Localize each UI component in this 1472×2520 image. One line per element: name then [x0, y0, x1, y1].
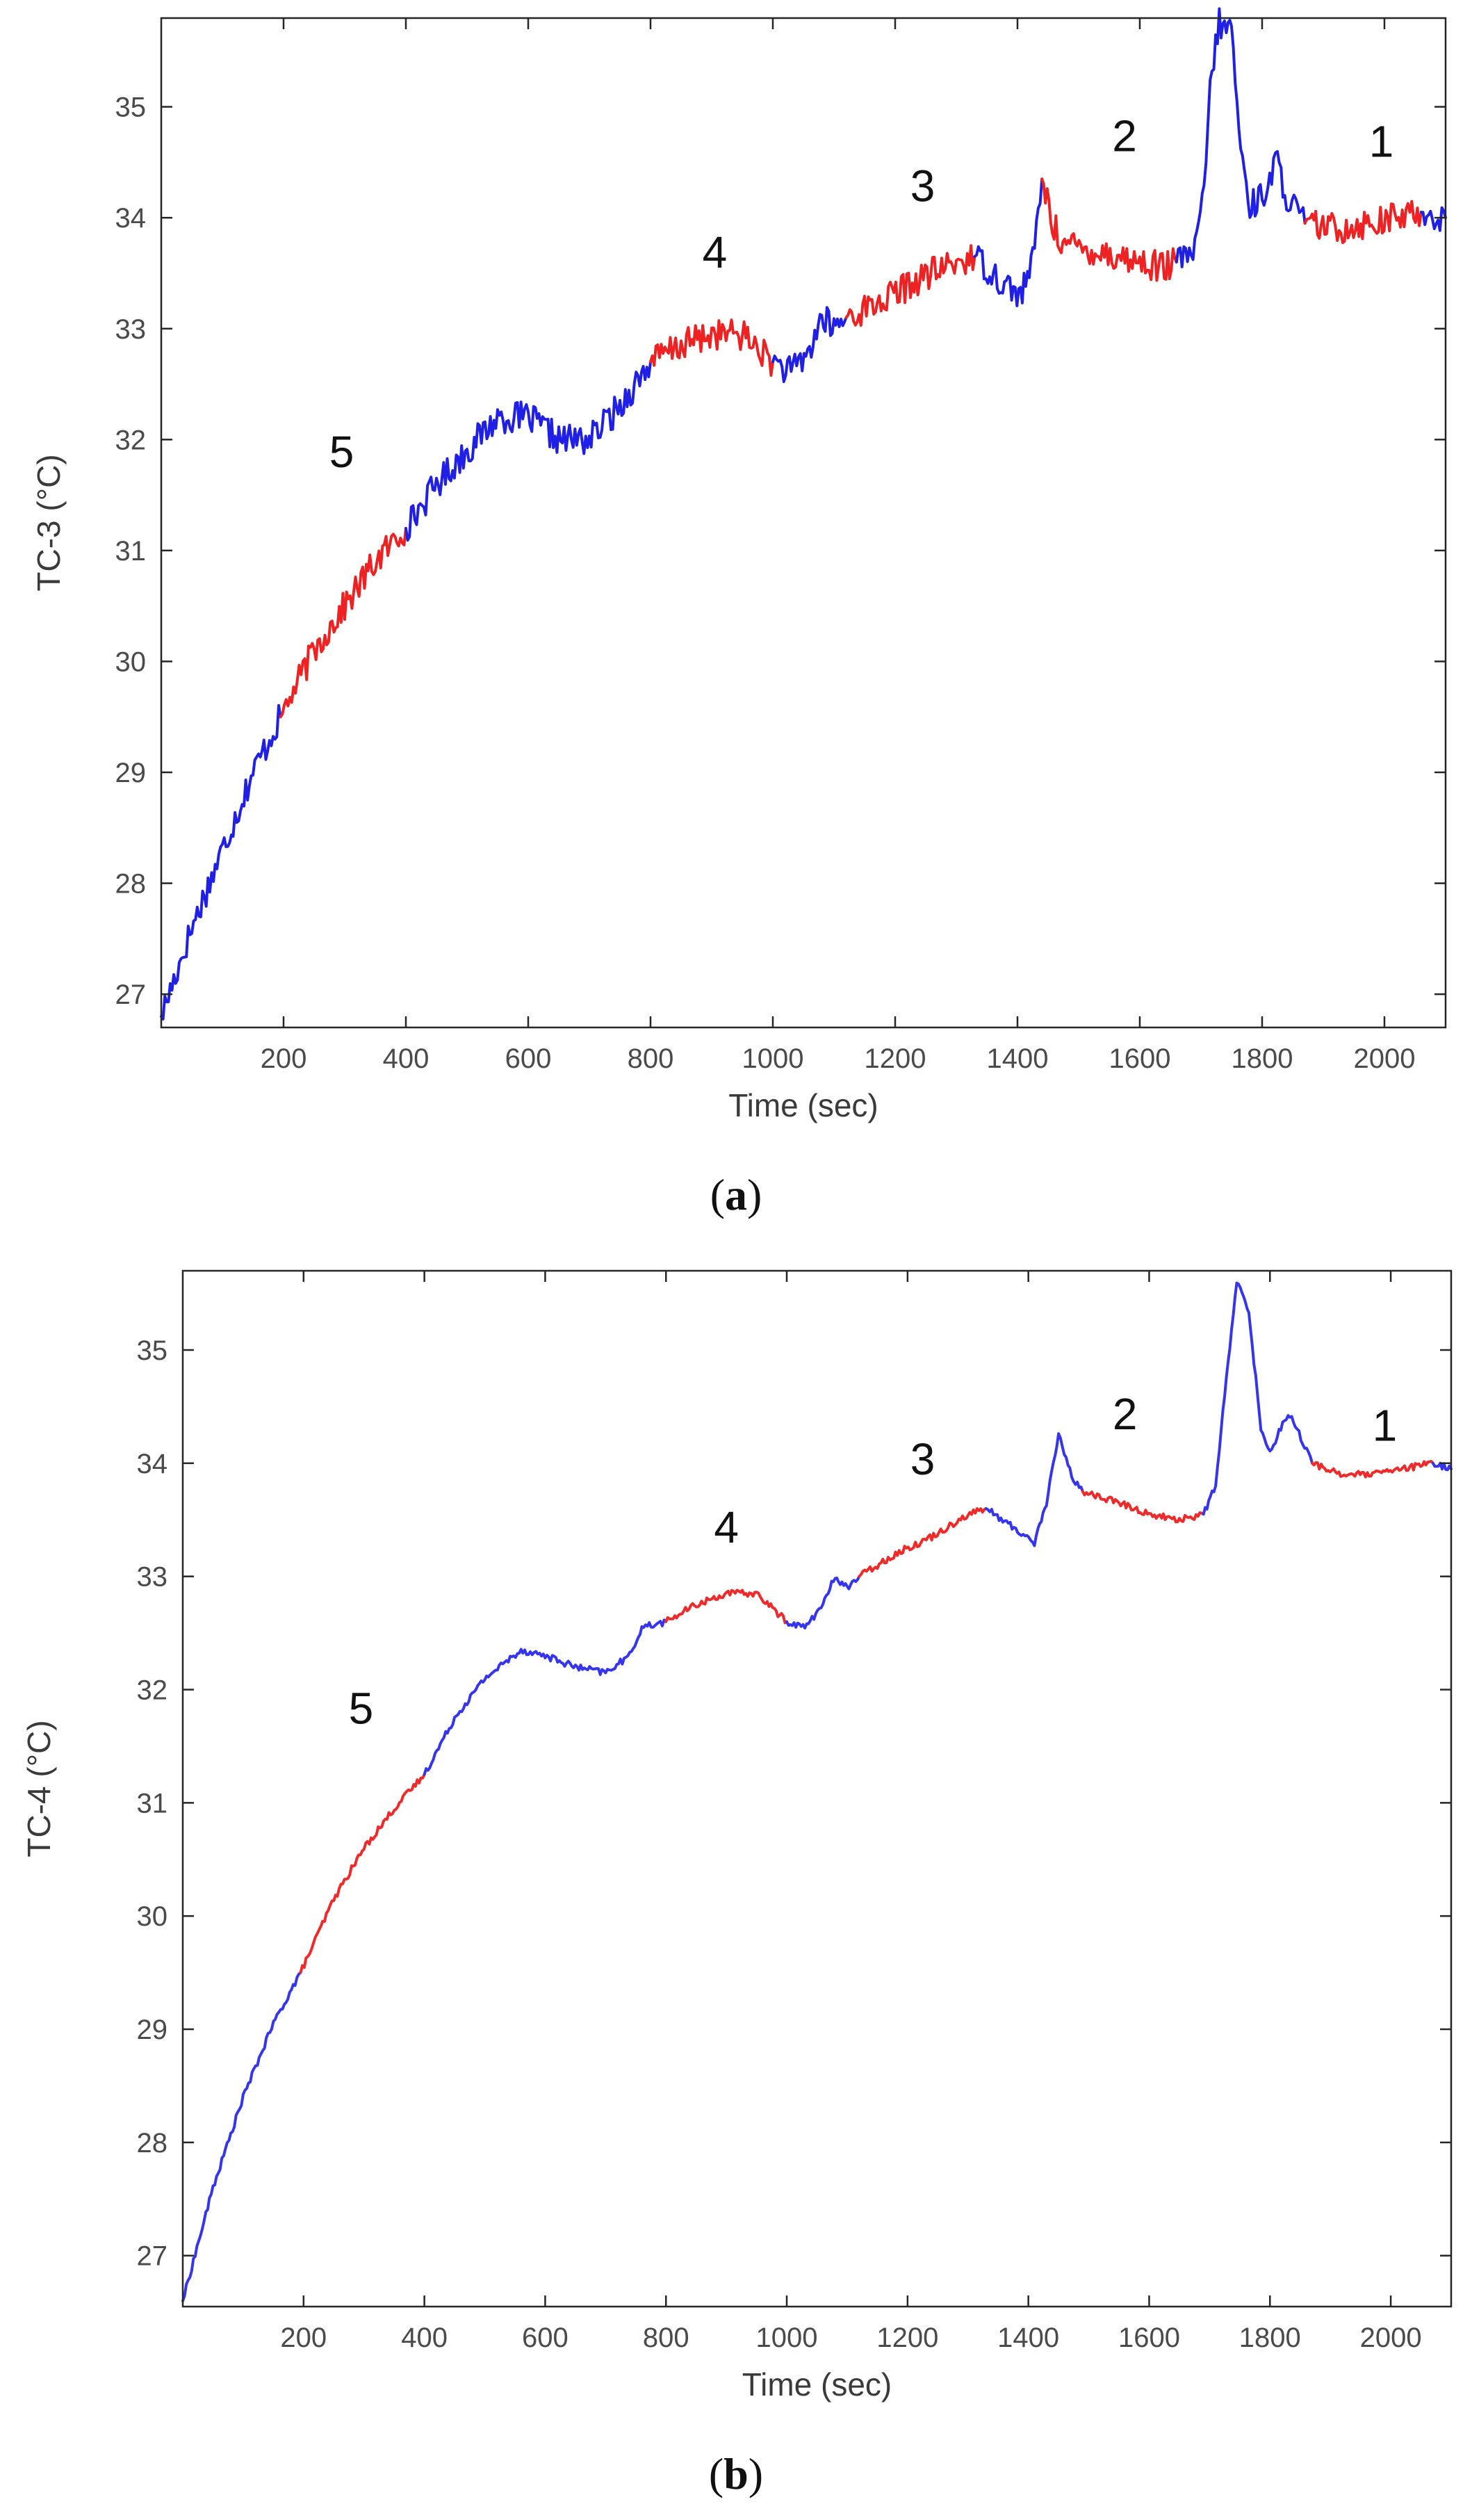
y-tick-label: 31: [137, 1788, 168, 1819]
segment-label: 3: [910, 161, 935, 211]
series-line-blue-1: [160, 704, 282, 1021]
plot-frame: [181, 1269, 1453, 2308]
x-tick-label: 2000: [1354, 1043, 1416, 1074]
y-axis-label: TC-4 (°C): [21, 1720, 57, 1857]
segment-label: 2: [1112, 111, 1137, 161]
x-axis-label: Time (sec): [728, 1087, 878, 1123]
series-line-red-2: [279, 527, 407, 719]
y-tick-label: 32: [115, 425, 147, 455]
series-line-blue-9: [1202, 1281, 1314, 1516]
plot-frame: [160, 17, 1447, 1029]
x-tick-label: 200: [280, 2323, 327, 2353]
y-tick-label: 33: [137, 1562, 168, 1593]
segment-label: 3: [910, 1434, 935, 1484]
series-line-blue-5: [785, 1575, 861, 1629]
x-tick-label: 600: [522, 2323, 569, 2353]
caption-letter: b: [723, 2449, 749, 2498]
y-tick-label: 28: [115, 869, 147, 900]
series-line-red-8: [1040, 177, 1178, 282]
series-line-blue-7: [984, 1432, 1084, 1547]
x-tick-label: 1400: [987, 1043, 1049, 1074]
series-line-blue-11: [1431, 1461, 1453, 1472]
segment-label: 4: [703, 227, 728, 277]
y-tick-label: 33: [115, 314, 147, 345]
y-tick-label: 29: [137, 2015, 168, 2045]
caption-open-paren: (: [710, 1170, 725, 1219]
y-tick-label: 30: [115, 647, 147, 677]
series-line-red-10: [1303, 200, 1423, 245]
y-tick-label: 34: [137, 1449, 168, 1479]
y-tick-label: 30: [137, 1901, 168, 1932]
y-tick-label: 27: [115, 979, 147, 1010]
y-tick-label: 28: [137, 2128, 168, 2159]
segment-label: 1: [1373, 1400, 1398, 1450]
x-tick-label: 400: [401, 2323, 448, 2353]
segment-label: 4: [714, 1502, 739, 1552]
x-tick-label: 1000: [742, 1043, 804, 1074]
y-axis-label: TC-3 (°C): [31, 454, 67, 591]
series-line-blue-7: [973, 177, 1044, 307]
x-tick-label: 800: [643, 2323, 689, 2353]
x-tick-label: 600: [505, 1043, 552, 1074]
series-line-blue-3: [404, 360, 652, 542]
y-tick-label: 27: [137, 2241, 168, 2272]
caption-close-paren: ): [747, 1170, 762, 1219]
traces: [160, 7, 1447, 1021]
x-tick-label: 1200: [865, 1043, 926, 1074]
segment-label: 5: [349, 1683, 374, 1733]
x-tick-label: 800: [628, 1043, 674, 1074]
series-line-blue-3: [423, 1618, 668, 1776]
series-line-red-4: [649, 318, 774, 377]
x-tick-label: 200: [261, 1043, 307, 1074]
traces: [181, 1281, 1453, 2302]
panel-caption: (b): [709, 2449, 763, 2498]
x-tick-label: 1800: [1239, 2323, 1301, 2353]
x-tick-label: 2000: [1360, 2323, 1422, 2353]
panel-b: 200 400 600 800 1000 1200 1400 1600 1800 2000 27 28…: [21, 1269, 1453, 2498]
series-line-blue-1: [181, 1971, 302, 2302]
series-line-red-2: [299, 1773, 426, 1974]
y-tick-label: 32: [137, 1675, 168, 1706]
x-tick-label: 1600: [1109, 1043, 1171, 1074]
series-line-red-6: [858, 1507, 988, 1578]
segment-label: 2: [1113, 1389, 1138, 1439]
y-tick-label: 31: [115, 536, 147, 567]
y-tick-label: 29: [115, 758, 147, 788]
series-line-red-8: [1081, 1490, 1205, 1524]
x-tick-label: 1200: [876, 2323, 938, 2353]
x-tick-label: 1600: [1118, 2323, 1180, 2353]
series-line-blue-11: [1419, 206, 1447, 232]
y-tick-label: 34: [115, 203, 147, 234]
panel-caption: (a): [710, 1170, 762, 1219]
segment-label: 1: [1369, 116, 1394, 166]
series-line-blue-9: [1175, 7, 1307, 268]
segment-label: 5: [329, 427, 354, 477]
plot-area: [161, 18, 1446, 1027]
caption-letter: a: [725, 1170, 747, 1219]
series-line-red-4: [664, 1588, 788, 1625]
x-axis-label: Time (sec): [742, 2366, 892, 2403]
caption-open-paren: (: [709, 2449, 723, 2498]
plot-area: [183, 1271, 1451, 2307]
series-line-red-6: [844, 244, 976, 327]
series-line-red-10: [1311, 1460, 1434, 1479]
x-tick-label: 1000: [756, 2323, 818, 2353]
caption-close-paren: ): [749, 2449, 763, 2498]
series-line-blue-5: [771, 306, 848, 384]
y-tick-label: 35: [115, 92, 147, 123]
y-tick-label: 35: [137, 1335, 168, 1366]
x-tick-label: 1800: [1232, 1043, 1293, 1074]
panel-a: 200 400 600 800 1000 1200 1400 1600 1800 2000 27 28…: [31, 7, 1447, 1219]
x-tick-label: 1400: [997, 2323, 1059, 2353]
x-tick-label: 400: [383, 1043, 430, 1074]
